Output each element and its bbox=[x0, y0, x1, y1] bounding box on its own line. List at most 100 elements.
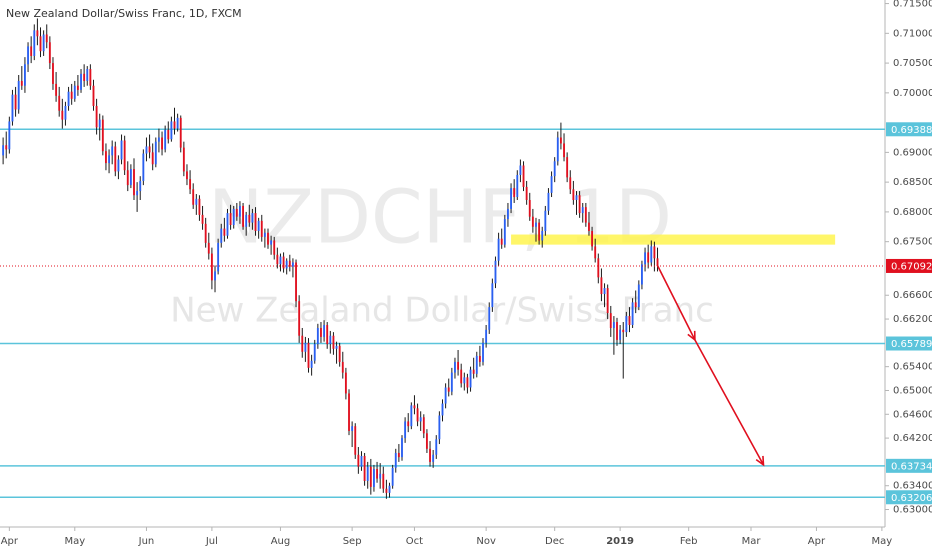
candle-body bbox=[360, 455, 363, 467]
y-tick-label: 0.66200 bbox=[893, 314, 932, 325]
candle-body bbox=[210, 253, 213, 281]
price-tag bbox=[886, 490, 932, 505]
candle-body bbox=[282, 256, 285, 269]
candle-body bbox=[454, 361, 456, 373]
candle-body bbox=[186, 171, 188, 180]
candle-body bbox=[229, 213, 232, 225]
candle-body bbox=[578, 195, 581, 214]
candle-body bbox=[105, 151, 107, 164]
candle-body bbox=[625, 316, 628, 333]
candle-body bbox=[298, 301, 301, 336]
candle-body bbox=[653, 246, 656, 259]
candle-body bbox=[619, 329, 622, 340]
candle-body bbox=[575, 195, 578, 200]
candle-body bbox=[382, 473, 385, 489]
candle-body bbox=[52, 63, 54, 84]
candle-body bbox=[394, 452, 397, 468]
y-tick-label: 0.68500 bbox=[893, 177, 932, 188]
candle-body bbox=[320, 327, 322, 337]
candle-body bbox=[117, 159, 120, 172]
candle-body bbox=[460, 369, 463, 384]
candle-body bbox=[108, 155, 111, 164]
candle-body bbox=[634, 302, 637, 308]
candle-body bbox=[385, 488, 388, 493]
candle-body bbox=[488, 307, 491, 330]
candle-body bbox=[217, 242, 220, 272]
candle-body bbox=[547, 192, 550, 211]
watermark-group: NZDCHF, 1D New Zealand Dollar/Swiss Fran… bbox=[170, 175, 714, 331]
candle-body bbox=[11, 94, 14, 122]
supply-zone bbox=[511, 234, 836, 245]
candle-body bbox=[33, 30, 36, 56]
candle-body bbox=[332, 335, 335, 349]
candle-body bbox=[650, 246, 653, 263]
x-tick-label: Apr bbox=[1, 536, 19, 547]
candle-body bbox=[70, 91, 73, 99]
candle-body bbox=[201, 214, 204, 224]
candle-body bbox=[248, 214, 251, 223]
candle-body bbox=[323, 325, 326, 337]
candle-body bbox=[544, 210, 547, 231]
candle-body bbox=[550, 176, 553, 193]
price-tag-label: 0.63734 bbox=[891, 461, 932, 472]
candle-body bbox=[170, 121, 173, 140]
candle-body bbox=[295, 262, 297, 302]
candle-body bbox=[497, 238, 500, 261]
candle-body bbox=[482, 342, 484, 362]
candle-body bbox=[142, 153, 145, 181]
candle-body bbox=[101, 119, 104, 152]
candle-body bbox=[48, 42, 51, 64]
watermark: NZDCHF, 1D bbox=[208, 175, 672, 261]
candle-body bbox=[251, 213, 254, 223]
candle-body bbox=[528, 200, 531, 217]
y-tick-label: 0.71000 bbox=[893, 28, 932, 39]
candle-body bbox=[313, 344, 316, 361]
candle-body bbox=[503, 219, 506, 245]
candle-body bbox=[195, 198, 198, 205]
candle-body bbox=[419, 417, 422, 422]
candle-body bbox=[507, 208, 509, 220]
candle-body bbox=[73, 85, 76, 99]
candle-body bbox=[457, 361, 460, 370]
candle-body bbox=[538, 222, 541, 241]
candle-body bbox=[591, 230, 594, 247]
candle-body bbox=[535, 222, 537, 227]
candle-body bbox=[263, 232, 266, 237]
candle-body bbox=[55, 83, 58, 96]
candle-body bbox=[494, 260, 497, 284]
candle-body bbox=[36, 30, 39, 37]
candle-body bbox=[164, 129, 167, 150]
y-tick-label: 0.70000 bbox=[893, 88, 932, 99]
price-tag-label: 0.69388 bbox=[891, 125, 932, 136]
candle-body bbox=[600, 277, 603, 295]
candle-body bbox=[139, 180, 142, 192]
candle-body bbox=[279, 256, 282, 265]
candle-body bbox=[432, 454, 435, 462]
candle-body bbox=[612, 322, 615, 328]
candle-body bbox=[92, 85, 95, 106]
y-tick-label: 0.68000 bbox=[893, 207, 932, 218]
candle-body bbox=[429, 448, 431, 462]
candle-body bbox=[232, 208, 235, 225]
candle-body bbox=[288, 260, 291, 267]
candle-body bbox=[83, 73, 86, 81]
candle-body bbox=[114, 146, 117, 172]
candle-body bbox=[616, 322, 618, 340]
candle-body bbox=[27, 46, 29, 65]
candle-body bbox=[273, 240, 276, 255]
candle-body bbox=[136, 191, 139, 196]
y-tick-label: 0.63000 bbox=[893, 505, 932, 516]
candle-body bbox=[441, 403, 444, 416]
candle-body bbox=[628, 316, 631, 325]
candle-body bbox=[226, 213, 229, 236]
candle-body bbox=[644, 252, 646, 265]
candle-body bbox=[98, 119, 101, 128]
candle-body bbox=[588, 222, 590, 231]
candle-body bbox=[242, 205, 244, 227]
candle-body bbox=[491, 283, 494, 308]
candle-body bbox=[335, 345, 338, 349]
candle-body bbox=[373, 469, 375, 487]
x-tick-label: Aug bbox=[271, 536, 291, 547]
